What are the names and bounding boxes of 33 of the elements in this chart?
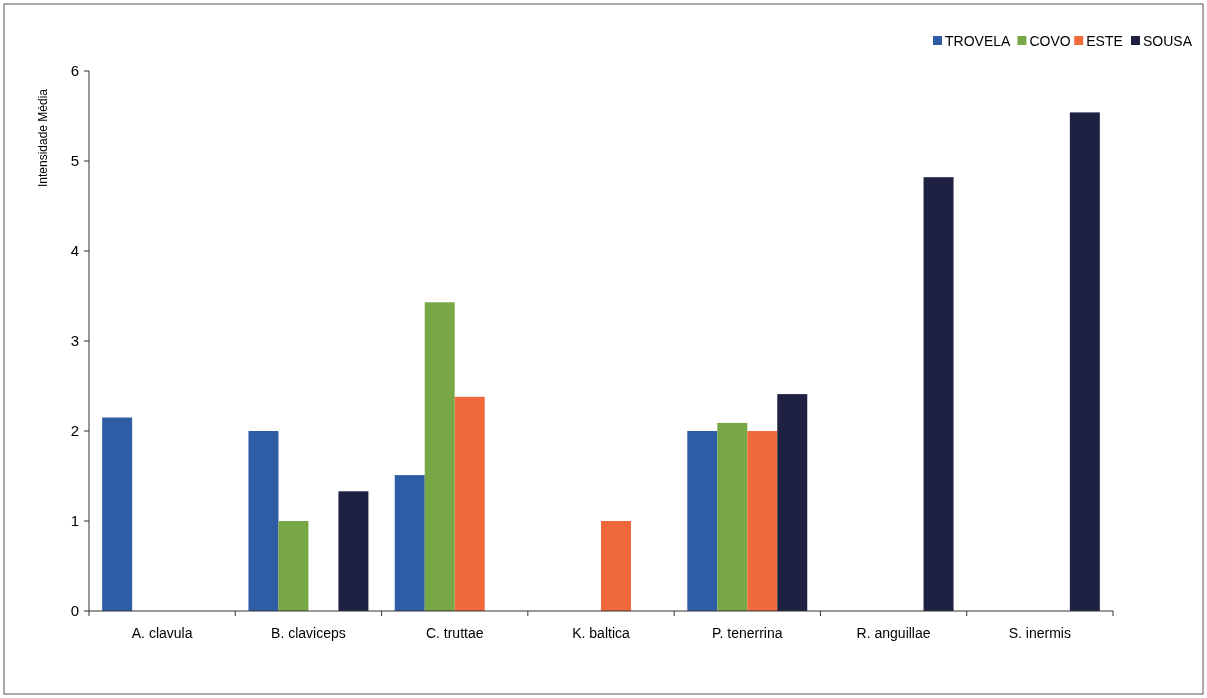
bar (394, 475, 425, 611)
y-tick-label: 4 (70, 242, 79, 260)
bar (102, 417, 133, 611)
x-tick-label: S. inermis (1008, 625, 1071, 641)
x-tick-label: B. claviceps (271, 625, 346, 641)
bar (454, 396, 485, 611)
bar (248, 431, 279, 611)
y-tick-label: 2 (70, 422, 79, 440)
x-tick-label: A. clavula (131, 625, 193, 641)
bar (278, 521, 309, 611)
legend-label: COVO (1029, 32, 1071, 49)
bar (687, 431, 718, 611)
legend-label: SOUSA (1143, 32, 1193, 49)
bar (1069, 112, 1100, 611)
y-tick-label: 5 (70, 152, 79, 170)
x-tick-label: R. anguillae (856, 625, 931, 641)
legend-label: ESTE (1086, 32, 1123, 49)
legend-label: TROVELA (945, 32, 1012, 49)
x-tick-label: K. baltica (572, 625, 630, 641)
x-tick-label: C. truttae (425, 625, 484, 641)
y-tick-label: 1 (70, 512, 79, 530)
bar (777, 394, 808, 611)
y-tick-label: 0 (70, 602, 79, 620)
bar (601, 521, 631, 611)
bar (923, 177, 954, 611)
y-tick-label: 6 (70, 62, 79, 80)
x-tick-label: P. tenerrina (712, 625, 783, 641)
y-tick-label: 3 (70, 332, 79, 350)
bar (747, 431, 778, 611)
y-axis-title: Intensidade Média (36, 88, 50, 188)
bar (338, 491, 369, 611)
bar (717, 422, 748, 611)
bar (424, 302, 455, 611)
